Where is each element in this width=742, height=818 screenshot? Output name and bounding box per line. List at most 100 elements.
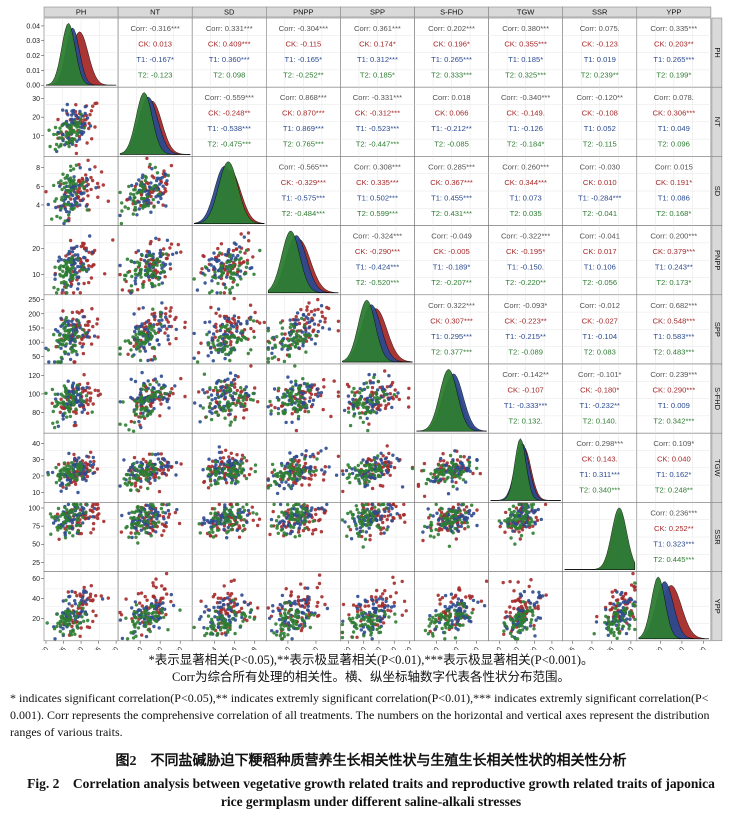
scatter-point-T2 — [138, 524, 142, 528]
scatter-point-CK — [153, 475, 158, 479]
scatter-point-T1 — [278, 502, 283, 507]
scatter-point-T2 — [209, 511, 213, 516]
scatter-point-T2 — [209, 483, 213, 487]
scatter-point-T1 — [209, 345, 213, 349]
scatter-point-T2 — [276, 531, 280, 535]
scatter-point-CK — [168, 342, 172, 346]
scatter-point-T2 — [63, 176, 67, 180]
scatter-point-T2 — [272, 468, 277, 472]
scatter-point-T2 — [69, 123, 73, 127]
scatter-point-CK — [149, 404, 153, 408]
scatter-point-T2 — [152, 392, 157, 396]
scatter-point-T2 — [120, 201, 124, 205]
scatter-point-T1 — [56, 259, 61, 263]
scatter-point-T2 — [146, 326, 151, 330]
scatter-point-CK — [239, 232, 243, 236]
scatter-point-T1 — [81, 521, 85, 525]
scatter-point-T2 — [201, 406, 205, 410]
scatter-point-T2 — [47, 128, 51, 132]
scatter-point-T2 — [355, 507, 359, 512]
scatter-point-T1 — [292, 455, 297, 460]
scatter-point-T2 — [289, 462, 293, 466]
scatter-point-T2 — [213, 410, 218, 415]
scatter-point-T2 — [211, 530, 215, 534]
scatter-point-T1 — [66, 319, 71, 323]
scatter-point-T1 — [47, 360, 51, 364]
scatter-point-T2 — [133, 195, 137, 200]
scatter-point-T2 — [149, 187, 154, 191]
scatter-point-T2 — [224, 383, 229, 387]
scatter-point-T2 — [221, 405, 225, 410]
scatter-point-T2 — [130, 482, 134, 486]
scatter-point-T2 — [214, 276, 218, 280]
scatter-point-T2 — [436, 479, 440, 483]
scatter-point-T2 — [128, 488, 133, 492]
scatter-point-T2 — [133, 466, 137, 470]
scatter-point-CK — [72, 360, 76, 364]
scatter-point-T2 — [289, 510, 294, 515]
scatter-point-T2 — [383, 463, 387, 467]
scatter-point-CK — [99, 170, 104, 174]
scatter-point-T1 — [137, 178, 141, 182]
scatter-point-T1 — [161, 261, 165, 265]
scatter-point-T1 — [470, 514, 474, 518]
scatter-point-T1 — [207, 457, 211, 461]
scatter-point-CK — [77, 134, 82, 139]
scatter-point-T2 — [64, 316, 69, 320]
scatter-point-T2 — [139, 513, 143, 517]
scatter-point-T2 — [84, 510, 88, 514]
scatter-point-T2 — [129, 348, 133, 352]
scatter-point-T2 — [371, 518, 375, 523]
scatter-point-T2 — [266, 486, 270, 490]
scatter-point-CK — [96, 506, 101, 510]
scatter-point-CK — [87, 121, 91, 126]
scatter-point-T1 — [285, 516, 289, 520]
scatter-point-T2 — [348, 423, 353, 428]
scatter-point-T1 — [129, 395, 133, 400]
scatter-point-CK — [162, 529, 166, 533]
scatter-point-T2 — [365, 513, 369, 517]
scatter-point-T2 — [59, 392, 63, 396]
scatter-point-T2 — [125, 483, 129, 487]
scatter-point-T2 — [61, 172, 65, 176]
scatter-point-CK — [183, 320, 187, 324]
scatter-point-CK — [311, 528, 315, 532]
scatter-point-T2 — [234, 470, 238, 475]
scatter-point-T1 — [198, 420, 202, 424]
scatter-point-CK — [224, 448, 228, 452]
scatter-point-T2 — [146, 486, 150, 491]
scatter-point-T2 — [144, 336, 149, 340]
scatter-point-T2 — [195, 360, 200, 364]
scatter-point-T2 — [81, 180, 86, 184]
scatter-point-T2 — [54, 291, 59, 295]
scatter-point-T1 — [341, 472, 345, 476]
scatter-point-CK — [475, 508, 479, 512]
scatter-point-T1 — [319, 391, 324, 395]
scatter-point-T2 — [152, 329, 156, 333]
scatter-point-T1 — [270, 346, 275, 350]
scatter-point-T1 — [475, 523, 479, 528]
scatter-point-T1 — [85, 385, 89, 390]
scatter-point-T1 — [234, 242, 238, 246]
scatter-point-T1 — [226, 525, 230, 530]
scatter-point-CK — [302, 318, 306, 322]
scatter-point-T2 — [70, 461, 74, 465]
scatter-point-T1 — [147, 250, 151, 254]
scatter-point-CK — [176, 242, 180, 247]
scatter-point-T2 — [128, 341, 132, 345]
scatter-point-T2 — [149, 534, 153, 538]
scatter-point-T1 — [226, 250, 230, 255]
scatter-point-CK — [221, 456, 226, 460]
scatter-point-T2 — [231, 469, 235, 473]
scatter-point-CK — [157, 489, 162, 494]
scatter-point-T2 — [233, 258, 237, 262]
scatter-point-T1 — [80, 198, 85, 203]
scatter-point-T2 — [157, 282, 161, 287]
scatter-point-T2 — [458, 509, 462, 513]
scatter-point-T2 — [361, 420, 365, 424]
scatter-point-CK — [209, 305, 213, 310]
scatter-point-T2 — [251, 511, 255, 515]
scatter-point-T1 — [139, 479, 143, 483]
scatter-point-CK — [95, 467, 100, 471]
scatter-point-T1 — [134, 276, 138, 280]
